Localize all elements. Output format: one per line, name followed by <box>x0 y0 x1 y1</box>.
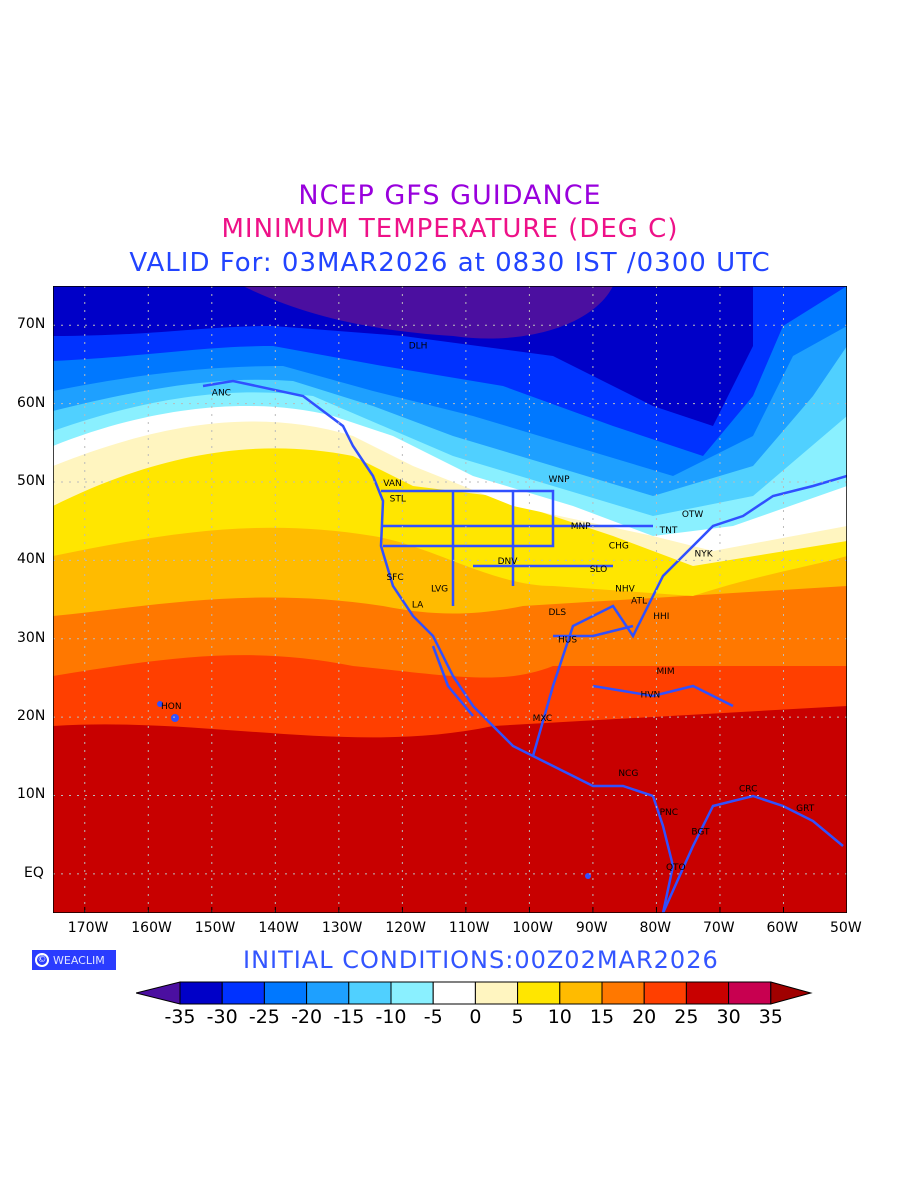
city-label-dlh: DLH <box>409 342 428 352</box>
colorbar-swatch <box>179 981 223 1005</box>
colorbar-swatch <box>643 981 687 1005</box>
lon-label: 140W <box>258 920 299 936</box>
city-label-tnt: TNT <box>659 526 678 536</box>
lat-label: EQ <box>24 864 44 881</box>
colorbar-label: 5 <box>511 1006 524 1028</box>
lon-label: 90W <box>575 920 608 936</box>
title-line-3: VALID For: 03MAR2026 at 0830 IST /0300 U… <box>129 248 771 278</box>
city-label-crc: CRC <box>739 785 757 795</box>
city-label-atl: ATL <box>631 596 647 606</box>
city-label-la: LA <box>412 600 424 610</box>
colorbar-label: 20 <box>632 1006 657 1028</box>
colorbar-label: -15 <box>333 1006 365 1028</box>
city-label-mnp: MNP <box>571 522 591 532</box>
city-label-lvg: LVG <box>431 585 448 595</box>
colorbar-label: 10 <box>547 1006 572 1028</box>
colorbar-swatch <box>432 981 476 1005</box>
logo-text: WEACLIM <box>53 953 105 967</box>
initial-conditions: INITIAL CONDITIONS:00Z02MAR2026 <box>243 946 719 974</box>
lon-label: 50W <box>830 920 862 936</box>
lon-label: 130W <box>321 920 363 936</box>
lon-label: 70W <box>702 920 735 936</box>
city-label-grt: GRT <box>796 804 815 814</box>
city-label-otw: OTW <box>682 510 704 520</box>
lon-label: 60W <box>766 920 799 936</box>
lat-label: 30N <box>17 629 46 646</box>
colorbar-max-arrow <box>770 981 813 1005</box>
city-label-hus: HUS <box>558 636 577 646</box>
city-label-ncg: NCG <box>618 769 638 779</box>
city-label-mxc: MXC <box>533 714 553 724</box>
colorbar-swatch <box>263 981 308 1005</box>
copyright-icon: © <box>35 953 49 967</box>
lon-label: 110W <box>448 920 490 936</box>
city-label-hhi: HHI <box>653 612 669 622</box>
colorbar-label: -35 <box>164 1006 196 1028</box>
colorbar-label: 35 <box>758 1006 783 1028</box>
colorbar-label: -5 <box>423 1006 443 1028</box>
city-label-qto: QTO <box>666 863 686 873</box>
lat-label: 10N <box>17 786 46 803</box>
city-label-sfc: SFC <box>386 573 403 583</box>
colorbar-swatch <box>474 981 519 1005</box>
city-label-pnc: PNC <box>660 808 678 818</box>
colorbar-swatch <box>348 981 392 1005</box>
colorbar-swatch <box>306 981 350 1005</box>
city-label-anc: ANC <box>212 389 231 399</box>
colorbar-swatch <box>559 981 603 1005</box>
city-label-mim: MIM <box>656 667 674 677</box>
colorbar-label: 30 <box>716 1006 741 1028</box>
lat-label: 20N <box>17 708 46 725</box>
lat-label: 50N <box>17 472 46 489</box>
colorbar-label: 15 <box>589 1006 615 1028</box>
coastlines <box>202 379 847 913</box>
lon-label: 160W <box>131 920 172 936</box>
colorbar-label: -30 <box>206 1006 238 1028</box>
colorbar-label: -20 <box>291 1006 323 1028</box>
colorbar-label: 0 <box>469 1006 482 1028</box>
city-label-stl: STL <box>390 495 406 505</box>
title-line-2: MINIMUM TEMPERATURE (DEG C) <box>221 214 679 244</box>
colorbar-swatch <box>728 981 772 1005</box>
colorbar <box>136 981 813 1005</box>
lat-label: 70N <box>17 316 46 333</box>
city-label-nyk: NYK <box>695 549 714 559</box>
colorbar-swatch <box>390 981 434 1005</box>
weaclim-logo: © WEACLIM <box>32 950 116 970</box>
lon-label: 150W <box>194 920 236 936</box>
lat-label: 60N <box>17 394 46 411</box>
colorbar-swatch <box>685 981 730 1005</box>
city-label-hvn: HVN <box>641 690 661 700</box>
lon-label: 100W <box>512 920 553 936</box>
lat-label: 40N <box>17 551 46 568</box>
city-label-van: VAN <box>383 479 401 489</box>
colorbar-min-arrow <box>136 981 181 1005</box>
lon-label: 170W <box>67 920 109 936</box>
city-label-chg: CHG <box>609 542 629 552</box>
colorbar-label: -25 <box>248 1006 280 1028</box>
city-label-bgt: BGT <box>691 828 710 838</box>
colorbar-swatch <box>601 981 645 1005</box>
colorbar-label: 25 <box>674 1006 699 1028</box>
temperature-map: DLH ANC VAN STL WNP OTW TNT MNP CHG NYK DNV SLO SFC L… <box>53 286 847 913</box>
city-label-dls: DLS <box>548 608 566 618</box>
lon-label: 120W <box>385 920 426 936</box>
city-label-hon: HON <box>161 702 182 712</box>
colorbar-label: -10 <box>375 1006 407 1028</box>
city-label-nhv: NHV <box>615 585 636 595</box>
lon-label: 80W <box>639 920 672 936</box>
colorbar-swatch <box>517 981 561 1005</box>
city-label-wnp: WNP <box>548 475 570 485</box>
city-label-slo: SLO <box>590 565 608 575</box>
title-line-1: NCEP GFS GUIDANCE <box>298 180 602 211</box>
city-label-dnv: DNV <box>498 557 519 567</box>
colorbar-swatch <box>221 981 265 1005</box>
